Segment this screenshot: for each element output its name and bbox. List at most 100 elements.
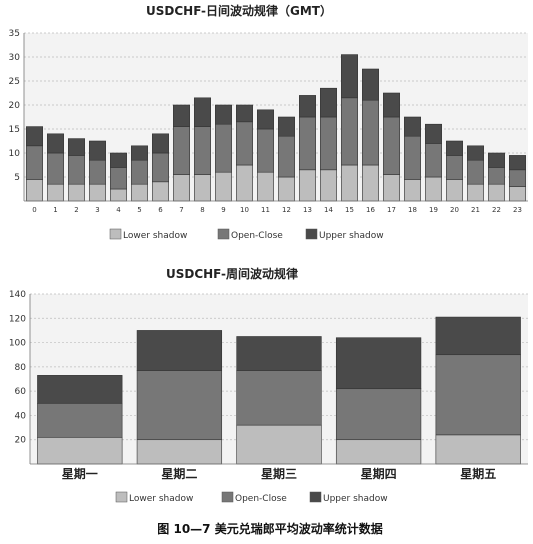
bar-segment-lower-shadow xyxy=(215,171,232,202)
x-tick-label: 23 xyxy=(513,206,522,214)
x-tick-label: 星期五 xyxy=(460,466,496,481)
bar-segment-open-close xyxy=(131,159,148,185)
y-tick-label: 80 xyxy=(15,363,27,373)
bar-segment-lower-shadow xyxy=(136,439,223,465)
bar-segment-open-close xyxy=(467,159,484,185)
x-tick-label: 10 xyxy=(240,206,249,214)
hourly-bars xyxy=(26,54,526,202)
bar-segment-upper-shadow xyxy=(341,54,358,99)
bar-segment-open-close xyxy=(152,152,169,183)
bar-segment-open-close xyxy=(110,167,127,190)
y-tick-label: 10 xyxy=(9,149,21,159)
x-tick-label: 7 xyxy=(179,206,183,214)
bar-segment-open-close xyxy=(68,155,85,185)
bar-segment-upper-shadow xyxy=(404,116,421,137)
x-tick-label: 0 xyxy=(32,206,36,214)
x-tick-label: 16 xyxy=(366,206,375,214)
legend-label: Upper shadow xyxy=(323,494,388,504)
weekly-legend: Lower shadow Open-Close Upper shadow xyxy=(115,491,388,504)
bar-segment-upper-shadow xyxy=(236,104,253,123)
bar-segment-upper-shadow xyxy=(278,116,295,137)
bar-segment-open-close xyxy=(404,135,421,180)
weekly-x-ticks: 星期一 星期二 星期三 星期四 星期五 xyxy=(62,466,496,481)
bar-segment-open-close xyxy=(278,135,295,178)
bar-segment-open-close xyxy=(215,123,232,173)
weekly-y-ticks: 20 40 60 80 100 120 140 xyxy=(9,290,26,446)
bar-segment-lower-shadow xyxy=(299,169,316,202)
x-tick-label: 22 xyxy=(492,206,501,214)
legend-label: Lower shadow xyxy=(123,231,187,241)
bar-segment-open-close xyxy=(425,143,442,178)
bar-segment-open-close xyxy=(257,128,274,173)
bar-segment-lower-shadow xyxy=(446,179,463,202)
x-tick-label: 4 xyxy=(116,206,121,214)
bar-segment-open-close xyxy=(446,155,463,180)
y-tick-label: 5 xyxy=(14,173,20,183)
x-tick-label: 2 xyxy=(74,206,78,214)
hourly-plot-area xyxy=(24,33,528,201)
bar-segment-open-close xyxy=(320,116,337,171)
bar-segment-lower-shadow xyxy=(47,183,64,202)
x-tick-label: 星期三 xyxy=(261,466,297,481)
bar-segment-lower-shadow xyxy=(341,164,358,202)
bar-segment-open-close xyxy=(236,121,253,166)
bar-segment-upper-shadow xyxy=(509,155,526,171)
hourly-chart-title: USDCHF-日间波动规律（GMT） xyxy=(146,3,332,18)
bar-segment-open-close xyxy=(509,169,526,187)
x-tick-label: 8 xyxy=(200,206,204,214)
y-tick-label: 20 xyxy=(15,436,27,446)
bar-segment-upper-shadow xyxy=(37,375,123,404)
legend-label: Lower shadow xyxy=(129,494,193,504)
bar-segment-lower-shadow xyxy=(173,174,190,202)
bar-segment-open-close xyxy=(47,152,64,185)
bar-segment-lower-shadow xyxy=(404,179,421,202)
bar-segment-lower-shadow xyxy=(509,186,526,202)
x-tick-label: 14 xyxy=(324,206,333,214)
bar-segment-lower-shadow xyxy=(194,174,211,202)
x-tick-label: 18 xyxy=(408,206,417,214)
bar-segment-upper-shadow xyxy=(89,140,106,161)
bar-segment-upper-shadow xyxy=(446,140,463,156)
x-tick-label: 13 xyxy=(303,206,312,214)
y-tick-label: 120 xyxy=(9,314,26,324)
bar-segment-upper-shadow xyxy=(335,337,422,390)
bar-segment-upper-shadow xyxy=(425,123,442,144)
bar-segment-lower-shadow xyxy=(152,181,169,202)
weekly-bars xyxy=(37,316,521,465)
x-tick-label: 19 xyxy=(429,206,438,214)
x-tick-label: 星期二 xyxy=(161,466,197,481)
hourly-gridlines xyxy=(24,32,528,178)
bar-segment-open-close xyxy=(488,167,505,185)
x-tick-label: 20 xyxy=(450,206,459,214)
bar-segment-upper-shadow xyxy=(383,92,400,118)
hourly-legend: Lower shadow Open-Close Upper shadow xyxy=(109,228,384,241)
bar-segment-lower-shadow xyxy=(89,183,106,202)
bar-segment-lower-shadow xyxy=(257,171,274,202)
y-tick-label: 100 xyxy=(9,339,26,349)
bar-segment-upper-shadow xyxy=(435,316,521,356)
x-tick-label: 1 xyxy=(53,206,57,214)
y-tick-label: 35 xyxy=(9,29,20,39)
x-tick-label: 星期四 xyxy=(361,466,397,481)
bar-segment-open-close xyxy=(383,116,400,175)
hourly-y-ticks: 5 10 15 20 25 30 35 xyxy=(9,29,21,183)
bar-segment-lower-shadow xyxy=(278,176,295,202)
hourly-x-ticks: 0 1 2 3 4 5 6 7 8 9 10 11 12 13 14 15 16 17 18 19 20 21 22 23 xyxy=(32,206,522,214)
bar-segment-open-close xyxy=(173,126,190,175)
bar-segment-upper-shadow xyxy=(47,133,64,154)
bar-segment-upper-shadow xyxy=(110,152,127,168)
bar-segment-open-close xyxy=(435,354,521,436)
bar-segment-upper-shadow xyxy=(136,330,223,371)
legend-label: Upper shadow xyxy=(319,231,384,241)
bar-segment-upper-shadow xyxy=(362,68,379,101)
x-tick-label: 17 xyxy=(387,206,396,214)
bar-segment-lower-shadow xyxy=(26,179,43,202)
y-tick-label: 15 xyxy=(9,125,20,135)
bar-segment-upper-shadow xyxy=(194,97,211,127)
legend-swatch xyxy=(109,228,122,240)
bar-segment-lower-shadow xyxy=(488,183,505,202)
bar-segment-upper-shadow xyxy=(215,104,232,125)
weekly-chart-title: USDCHF-周间波动规律 xyxy=(166,266,298,281)
